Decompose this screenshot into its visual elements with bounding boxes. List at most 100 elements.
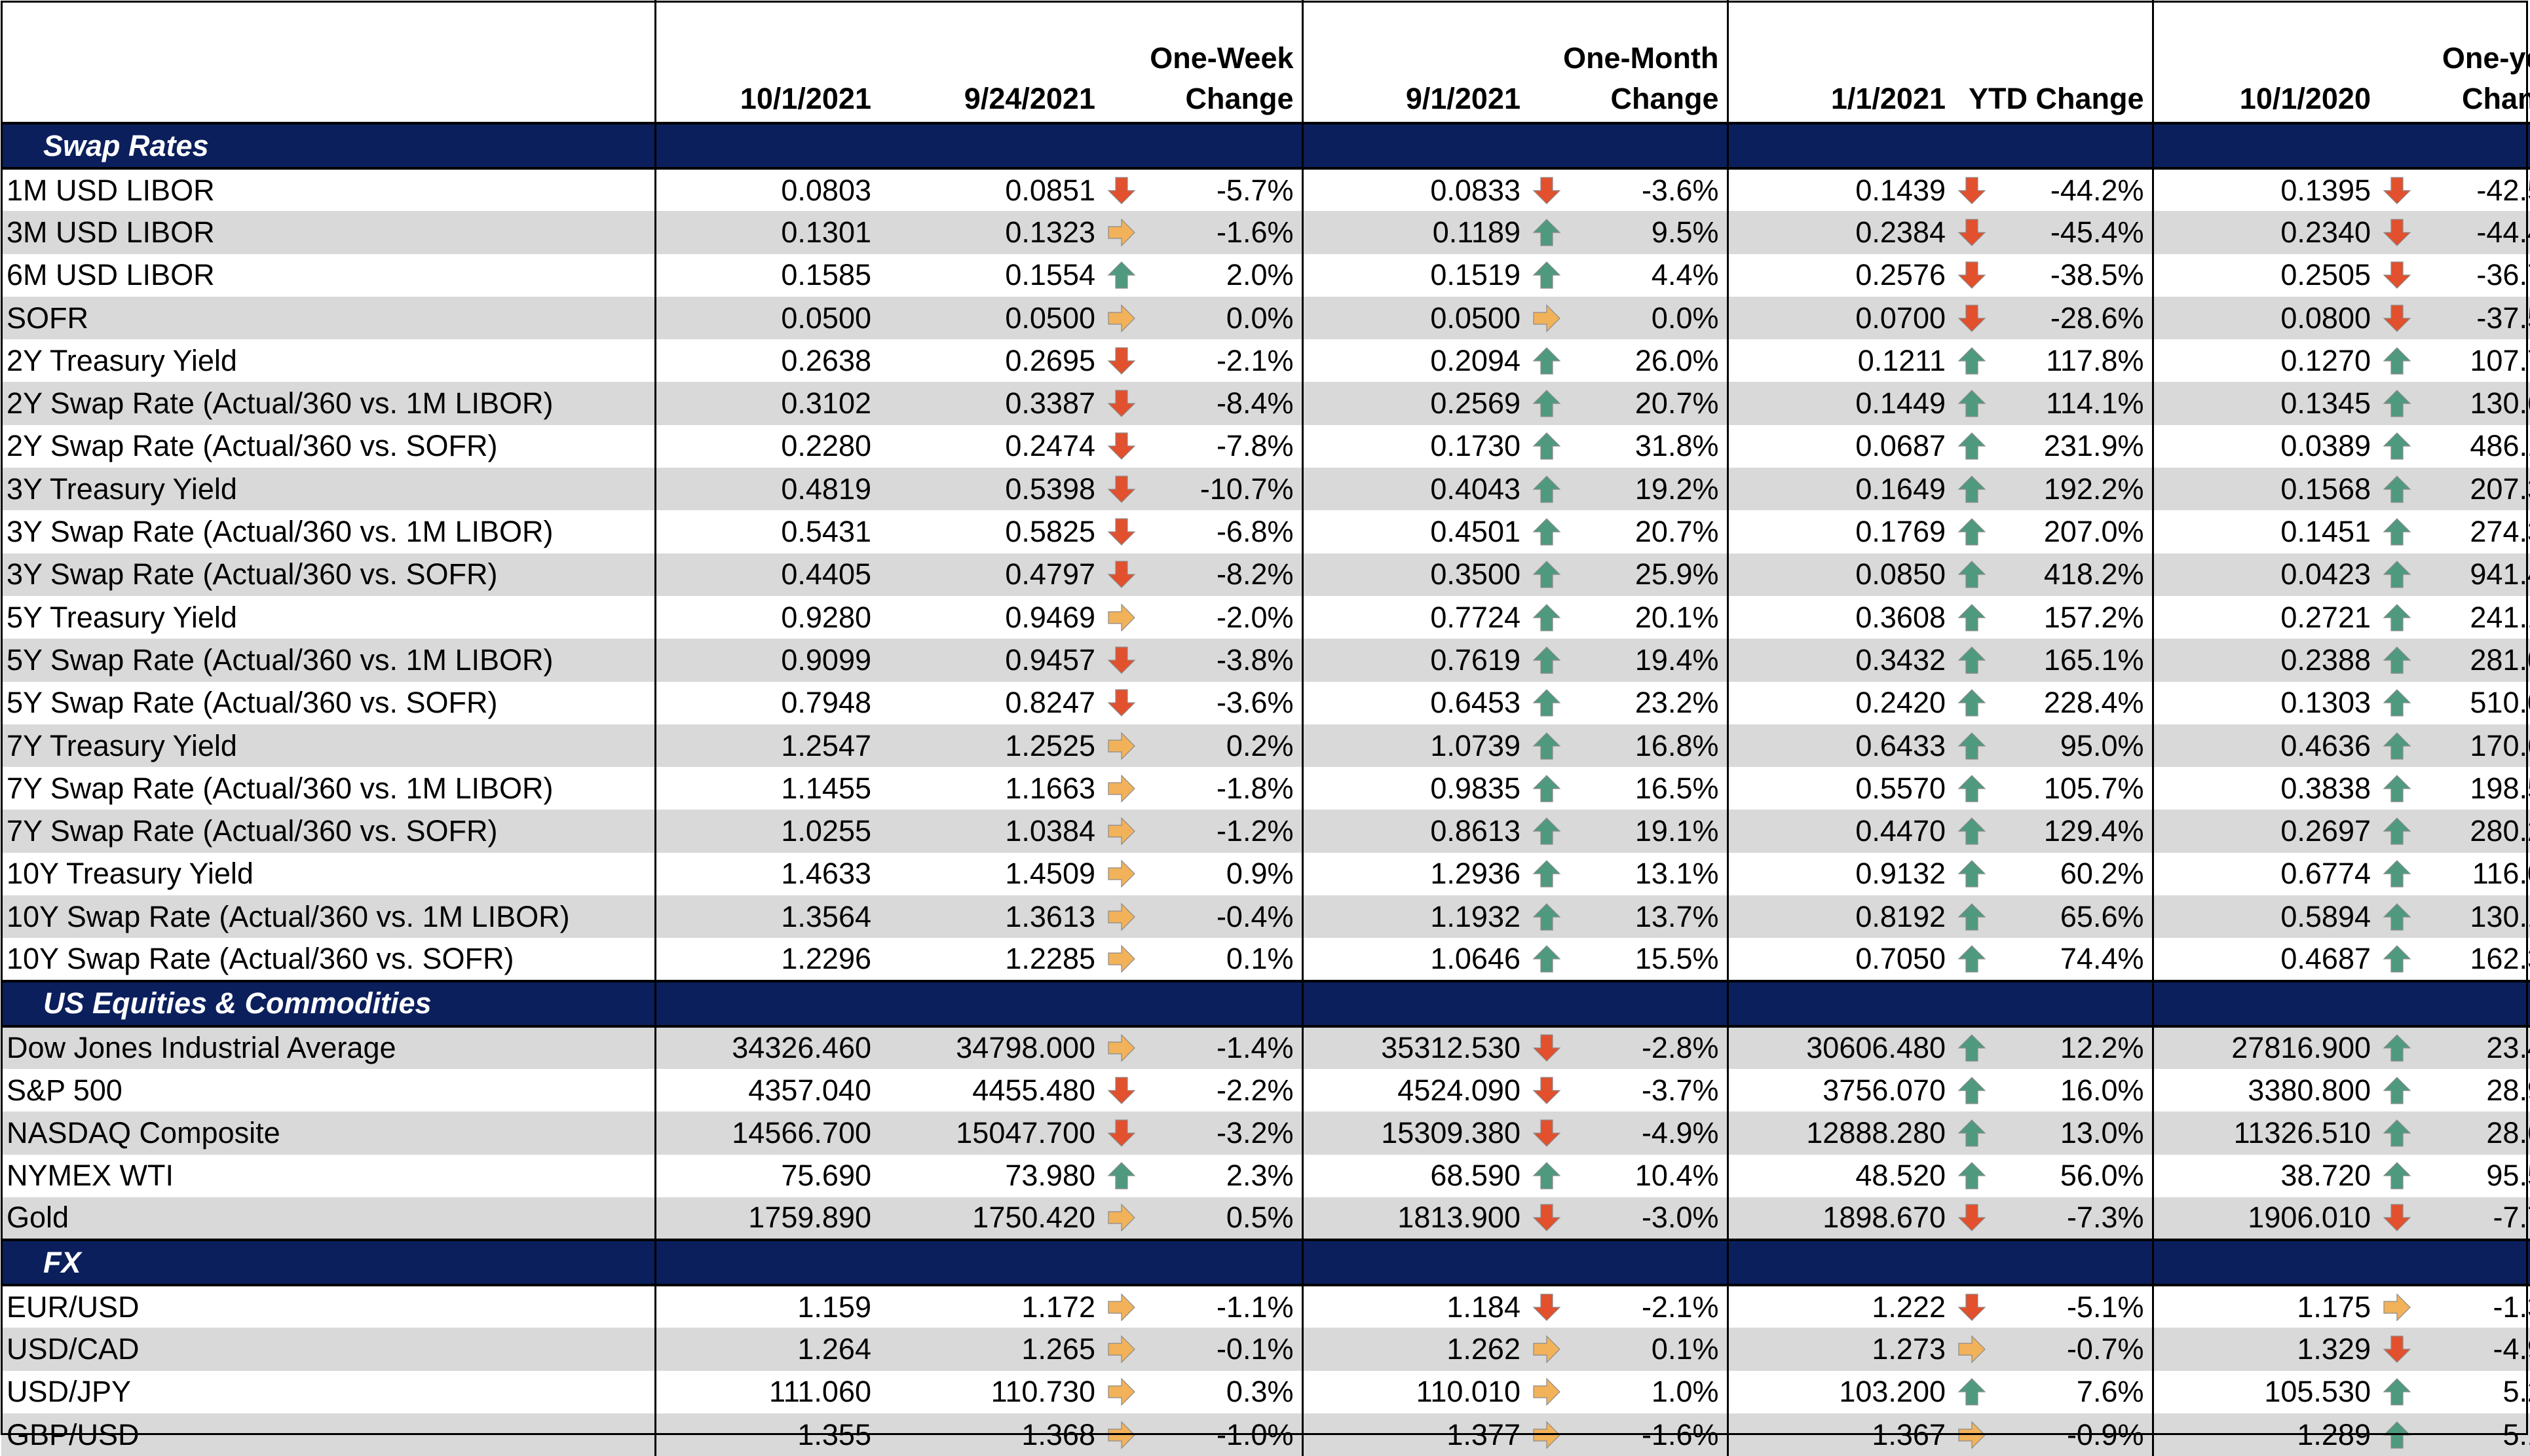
trend-one-month bbox=[1528, 253, 1579, 297]
change-ytd: -0.7% bbox=[2005, 1328, 2154, 1371]
row-label: Dow Jones Industrial Average bbox=[1, 1026, 656, 1069]
arrow-up-icon bbox=[1532, 561, 1561, 588]
trend-one-year bbox=[2379, 767, 2430, 810]
value-one-year: 0.2388 bbox=[2153, 639, 2379, 682]
arrow-down-icon bbox=[1957, 177, 1986, 204]
value-one-week: 0.4797 bbox=[879, 553, 1103, 596]
arrow-up-icon bbox=[2383, 561, 2411, 588]
trend-one-week bbox=[1103, 1154, 1154, 1197]
arrow-up-icon bbox=[1957, 475, 1986, 503]
trend-ytd bbox=[1954, 1328, 2005, 1371]
arrow-up-icon bbox=[1957, 903, 1986, 931]
section-fill-3 bbox=[1728, 1239, 2154, 1287]
trend-one-month bbox=[1528, 595, 1579, 639]
trend-one-year bbox=[2379, 553, 2430, 596]
change-ytd: -38.5% bbox=[2005, 253, 2154, 297]
arrow-up-icon bbox=[1957, 732, 1986, 760]
section-fill-1 bbox=[655, 1239, 1304, 1287]
section-title: FX bbox=[1, 1239, 656, 1287]
arrow-down-icon bbox=[1532, 1034, 1561, 1062]
change-one-month: 31.8% bbox=[1579, 424, 1729, 468]
section-header-row: Swap Rates bbox=[1, 122, 2530, 170]
arrow-right-icon bbox=[1108, 1335, 1135, 1364]
header-date-ytd: 1/1/2021 bbox=[1830, 82, 1946, 115]
value-one-month: 0.1189 bbox=[1302, 211, 1528, 254]
arrow-right-icon bbox=[1108, 1421, 1135, 1449]
change-one-month: 25.9% bbox=[1579, 553, 1729, 596]
change-one-year: -36.7% bbox=[2430, 253, 2530, 297]
arrow-up-icon bbox=[2383, 774, 2411, 802]
value-ytd: 0.4470 bbox=[1728, 810, 1954, 853]
row-label: 2Y Swap Rate (Actual/360 vs. SOFR) bbox=[1, 424, 656, 468]
table-row: 10Y Treasury Yield 1.4633 1.4509 0.9% 1.2936… bbox=[1, 852, 2530, 896]
arrow-up-icon bbox=[1532, 817, 1561, 845]
arrow-down-icon bbox=[1532, 177, 1561, 204]
table-row: 2Y Swap Rate (Actual/360 vs. SOFR) 0.2280… bbox=[1, 424, 2530, 468]
row-label: GBP/USD bbox=[1, 1413, 656, 1456]
trend-one-year bbox=[2379, 681, 2430, 724]
change-one-year: 198.5% bbox=[2430, 767, 2530, 810]
value-current: 0.7948 bbox=[655, 681, 879, 724]
value-one-month: 1.2936 bbox=[1302, 852, 1528, 896]
trend-one-year bbox=[2379, 1111, 2430, 1155]
arrow-up-icon bbox=[1532, 432, 1561, 460]
change-one-week: -8.4% bbox=[1154, 382, 1304, 425]
row-label: 7Y Swap Rate (Actual/360 vs. SOFR) bbox=[1, 810, 656, 853]
value-ytd: 0.1649 bbox=[1728, 468, 1954, 511]
row-label: Gold bbox=[1, 1197, 656, 1241]
value-one-month: 0.4501 bbox=[1302, 510, 1528, 553]
arrow-right-icon bbox=[1533, 304, 1560, 332]
trend-one-week bbox=[1103, 1285, 1154, 1328]
change-one-month: 20.7% bbox=[1579, 510, 1729, 553]
change-ytd: 231.9% bbox=[2005, 424, 2154, 468]
arrow-right-icon bbox=[1958, 1421, 1986, 1449]
section-fill-2 bbox=[1302, 122, 1729, 170]
trend-ytd bbox=[1954, 1068, 2005, 1112]
trend-one-year bbox=[2379, 1197, 2430, 1241]
value-ytd: 0.0687 bbox=[1728, 424, 1954, 468]
trend-one-year bbox=[2379, 895, 2430, 939]
change-ytd: 117.8% bbox=[2005, 339, 2154, 383]
change-ytd: 65.6% bbox=[2005, 895, 2154, 939]
change-one-year: 941.4% bbox=[2430, 553, 2530, 596]
trend-one-month bbox=[1528, 810, 1579, 853]
row-label: 5Y Swap Rate (Actual/360 vs. 1M LIBOR) bbox=[1, 639, 656, 682]
value-one-year: 0.3838 bbox=[2153, 767, 2379, 810]
trend-one-month bbox=[1528, 211, 1579, 254]
header-date-one-month: 9/1/2021 bbox=[1405, 82, 1520, 115]
trend-one-year bbox=[2379, 296, 2430, 340]
arrow-down-icon bbox=[1957, 1204, 1986, 1232]
value-current: 0.4819 bbox=[655, 468, 879, 511]
arrow-up-icon bbox=[1957, 518, 1986, 546]
section-fill-3 bbox=[1728, 979, 2154, 1028]
arrow-up-icon bbox=[1957, 945, 1986, 973]
change-one-month: 16.5% bbox=[1579, 767, 1729, 810]
value-one-month: 0.0833 bbox=[1302, 168, 1528, 212]
arrow-down-icon bbox=[2383, 219, 2411, 246]
trend-ytd bbox=[1954, 767, 2005, 810]
arrow-up-icon bbox=[1532, 518, 1561, 546]
value-current: 0.2280 bbox=[655, 424, 879, 468]
trend-one-month bbox=[1528, 1111, 1579, 1155]
arrow-up-icon bbox=[1957, 817, 1986, 845]
change-ytd: 60.2% bbox=[2005, 852, 2154, 896]
change-one-month: 16.8% bbox=[1579, 724, 1729, 768]
value-one-month: 15309.380 bbox=[1302, 1111, 1528, 1155]
table-row: 10Y Swap Rate (Actual/360 vs. 1M LIBOR) 1… bbox=[1, 895, 2530, 939]
row-label: USD/CAD bbox=[1, 1328, 656, 1371]
change-one-week: -2.1% bbox=[1154, 339, 1304, 383]
arrow-up-icon bbox=[2383, 817, 2411, 845]
value-ytd: 0.0700 bbox=[1728, 296, 1954, 340]
table-row: 10Y Swap Rate (Actual/360 vs. SOFR) 1.229… bbox=[1, 938, 2530, 981]
change-one-week: -1.6% bbox=[1154, 211, 1304, 254]
trend-one-month bbox=[1528, 852, 1579, 896]
arrow-down-icon bbox=[1107, 518, 1136, 546]
change-one-month: -3.6% bbox=[1579, 168, 1729, 212]
arrow-up-icon bbox=[2383, 1162, 2411, 1189]
value-one-week: 1750.420 bbox=[879, 1197, 1103, 1241]
trend-one-week bbox=[1103, 767, 1154, 810]
change-one-week: -2.2% bbox=[1154, 1068, 1304, 1112]
change-ytd: 114.1% bbox=[2005, 382, 2154, 425]
row-label: 5Y Treasury Yield bbox=[1, 595, 656, 639]
change-one-year: 274.3% bbox=[2430, 510, 2530, 553]
